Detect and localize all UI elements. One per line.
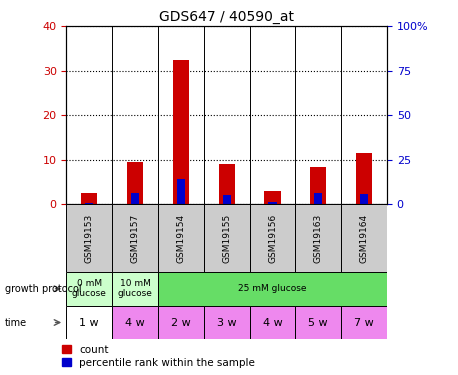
- Bar: [341, 204, 387, 272]
- Bar: [250, 306, 295, 339]
- Bar: [310, 166, 326, 204]
- Text: GSM19156: GSM19156: [268, 213, 277, 263]
- Text: GSM19153: GSM19153: [85, 213, 94, 263]
- Bar: [341, 306, 387, 339]
- Text: GSM19164: GSM19164: [360, 214, 369, 262]
- Bar: [112, 204, 158, 272]
- Bar: [223, 195, 231, 204]
- Bar: [127, 162, 143, 204]
- Text: GSM19163: GSM19163: [314, 213, 323, 263]
- Legend: count, percentile rank within the sample: count, percentile rank within the sample: [62, 345, 255, 368]
- Bar: [204, 204, 250, 272]
- Text: 10 mM
glucose: 10 mM glucose: [118, 279, 153, 298]
- Text: 7 w: 7 w: [354, 318, 374, 327]
- Bar: [112, 306, 158, 339]
- Text: GSM19155: GSM19155: [222, 213, 231, 263]
- Text: 1 w: 1 w: [80, 318, 99, 327]
- Bar: [356, 153, 372, 204]
- Text: 4 w: 4 w: [262, 318, 283, 327]
- Text: GSM19157: GSM19157: [131, 213, 140, 263]
- Bar: [219, 164, 234, 204]
- Bar: [66, 272, 112, 306]
- Text: growth protocol: growth protocol: [5, 284, 81, 294]
- Bar: [158, 272, 387, 306]
- Bar: [158, 306, 204, 339]
- Bar: [66, 306, 112, 339]
- Bar: [250, 204, 295, 272]
- Bar: [360, 194, 368, 204]
- Bar: [82, 193, 97, 204]
- Text: 4 w: 4 w: [125, 318, 145, 327]
- Text: 0 mM
glucose: 0 mM glucose: [72, 279, 107, 298]
- Bar: [295, 306, 341, 339]
- Text: 25 mM glucose: 25 mM glucose: [238, 284, 307, 293]
- Bar: [295, 204, 341, 272]
- Bar: [112, 272, 158, 306]
- Text: time: time: [5, 318, 27, 327]
- Text: 5 w: 5 w: [309, 318, 328, 327]
- Text: 3 w: 3 w: [217, 318, 236, 327]
- Bar: [204, 306, 250, 339]
- Bar: [314, 193, 322, 204]
- Bar: [268, 202, 277, 204]
- Text: 2 w: 2 w: [171, 318, 191, 327]
- Bar: [173, 60, 189, 204]
- Bar: [131, 193, 139, 204]
- Bar: [265, 191, 280, 204]
- Bar: [66, 204, 112, 272]
- Bar: [85, 202, 93, 204]
- Title: GDS647 / 40590_at: GDS647 / 40590_at: [159, 10, 294, 24]
- Bar: [177, 178, 185, 204]
- Bar: [158, 204, 204, 272]
- Text: GSM19154: GSM19154: [176, 214, 185, 262]
